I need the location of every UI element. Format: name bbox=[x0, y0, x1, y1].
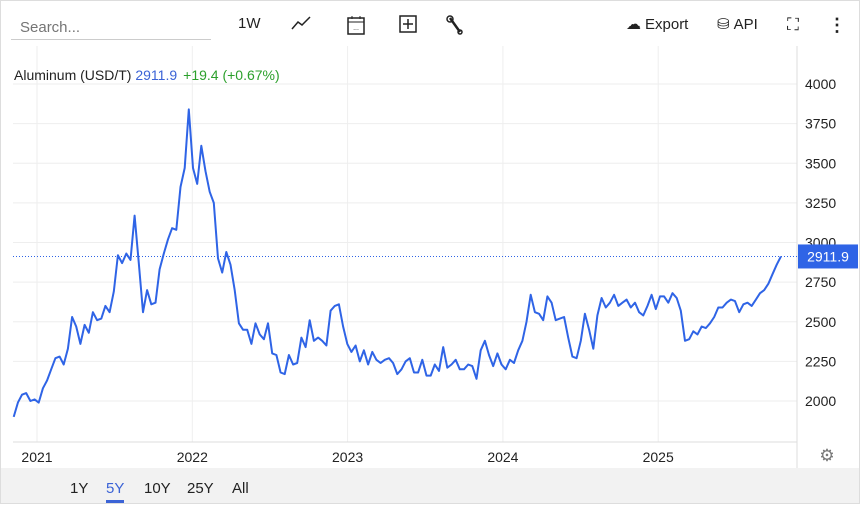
legend-name: Aluminum (USD/T) bbox=[14, 67, 132, 83]
chart-plot[interactable]: 2021 2022 2023 2024 202520002250250027503000… bbox=[1, 1, 860, 471]
last-price-badge bbox=[798, 244, 858, 269]
settings-tool-button[interactable] bbox=[446, 15, 464, 35]
gear-icon[interactable]: ⚙ bbox=[819, 446, 834, 465]
price-line bbox=[12, 108, 782, 418]
legend-value: 2911.9 bbox=[135, 67, 178, 83]
x-tick-label: 2025 bbox=[643, 449, 674, 465]
x-tick-label: 2021 bbox=[21, 449, 52, 465]
range-25y-button[interactable]: 25Y bbox=[187, 480, 214, 497]
interval-button[interactable]: 1W bbox=[238, 15, 261, 32]
export-button[interactable]: ☁ Export bbox=[626, 15, 689, 34]
y-tick-label: 2250 bbox=[805, 353, 836, 369]
chart-type-button[interactable] bbox=[291, 15, 311, 31]
fullscreen-button[interactable]: ⛶ bbox=[787, 15, 799, 35]
range-5y-button[interactable]: 5Y bbox=[106, 480, 125, 503]
plus-box-icon bbox=[399, 15, 417, 33]
y-tick-label: 4000 bbox=[805, 76, 836, 92]
interval-label: 1W bbox=[238, 15, 261, 32]
export-label: Export bbox=[645, 15, 689, 33]
svg-text:...: ... bbox=[353, 25, 359, 32]
more-vertical-icon: ⋮ bbox=[828, 15, 846, 35]
more-menu-button[interactable]: ⋮ bbox=[828, 15, 846, 36]
api-button[interactable]: ⛁ API bbox=[717, 15, 758, 34]
calendar-icon: ... bbox=[347, 16, 365, 35]
legend-change: +19.4 (+0.67%) bbox=[183, 67, 280, 83]
chart-legend: Aluminum (USD/T) 2911.9 +19.4 (+0.67%) bbox=[14, 67, 280, 83]
last-price-label: 2911.9 bbox=[807, 248, 849, 264]
wrench-icon bbox=[446, 15, 463, 35]
y-tick-label: 3500 bbox=[805, 155, 836, 171]
x-tick-label: 2023 bbox=[332, 449, 363, 465]
calendar-button[interactable]: ... bbox=[347, 15, 365, 35]
x-tick-label: 2024 bbox=[487, 449, 518, 465]
add-indicator-button[interactable] bbox=[399, 15, 417, 33]
search-input[interactable] bbox=[11, 15, 211, 40]
range-all-button[interactable]: All bbox=[232, 480, 249, 497]
api-label: API bbox=[733, 15, 758, 33]
x-tick-label: 2022 bbox=[177, 449, 208, 465]
y-tick-label: 2500 bbox=[805, 314, 836, 330]
fullscreen-icon: ⛶ bbox=[787, 15, 799, 34]
range-10y-button[interactable]: 10Y bbox=[144, 480, 171, 497]
database-icon: ⛁ bbox=[717, 16, 730, 33]
y-tick-label: 3250 bbox=[805, 195, 836, 211]
y-tick-label: 2750 bbox=[805, 274, 836, 290]
range-selector-bar: 1Y 5Y 10Y 25Y All bbox=[1, 468, 859, 503]
y-tick-label: 3750 bbox=[805, 116, 836, 132]
cloud-download-icon: ☁ bbox=[626, 16, 641, 33]
y-tick-label: 2000 bbox=[805, 393, 836, 409]
range-1y-button[interactable]: 1Y bbox=[70, 480, 89, 497]
line-chart-icon bbox=[291, 16, 311, 30]
